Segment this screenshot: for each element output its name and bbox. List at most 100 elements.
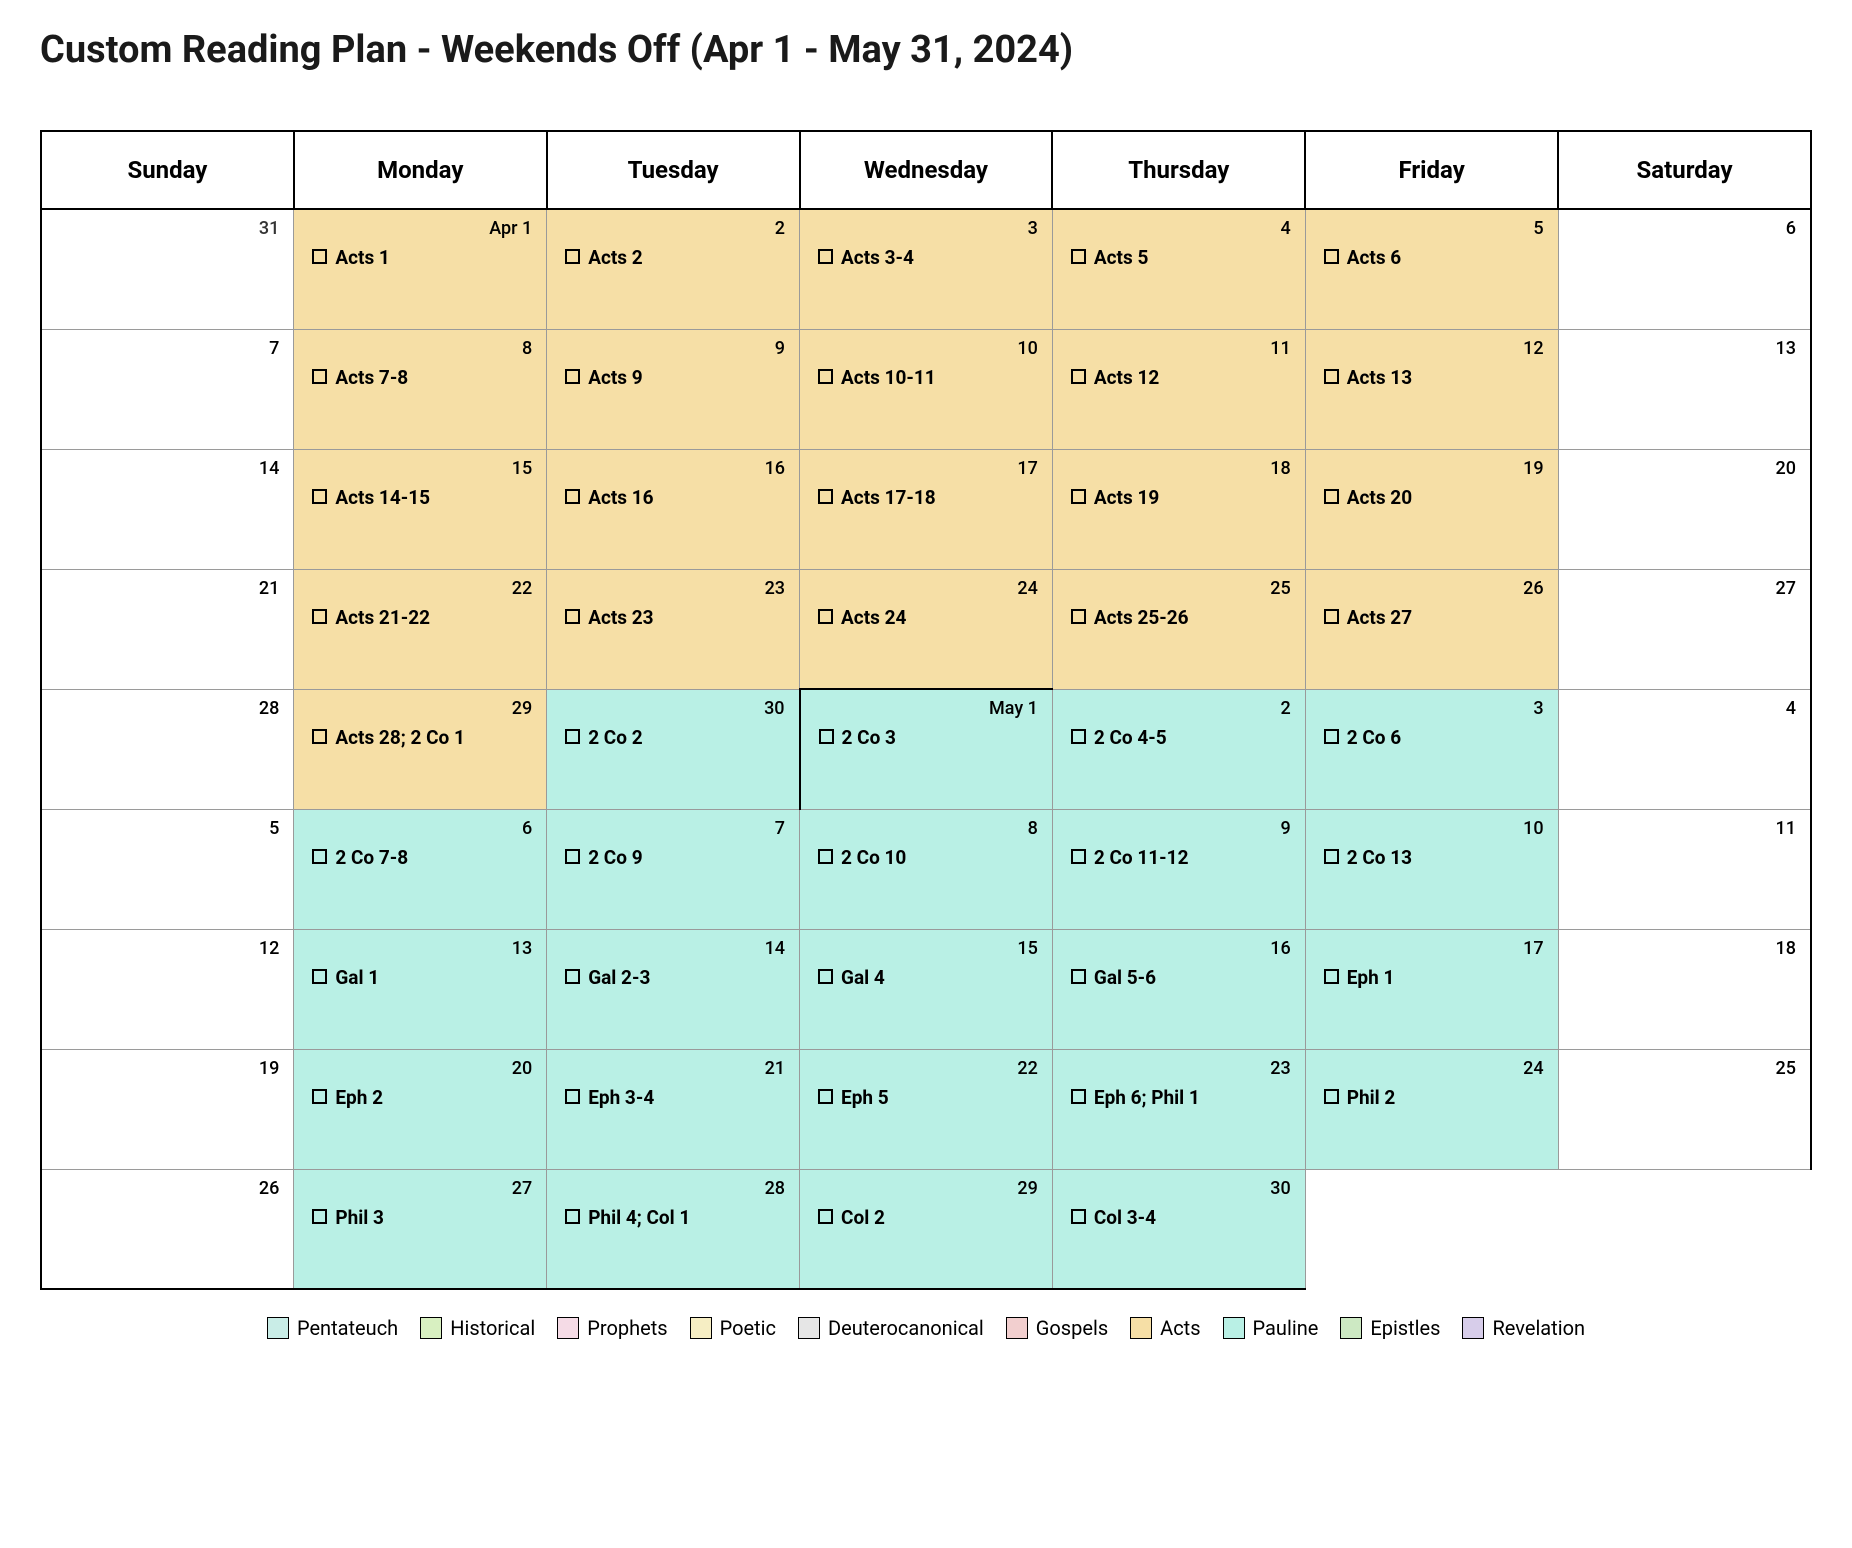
- calendar-day-cell: 32 Co 6: [1305, 689, 1558, 809]
- legend-swatch: [1006, 1317, 1028, 1339]
- day-number: 6: [294, 810, 546, 841]
- legend-item: Pentateuch: [267, 1316, 398, 1340]
- reading-checkbox[interactable]: [818, 1089, 833, 1104]
- reading-checkbox[interactable]: [818, 249, 833, 264]
- reading-checkbox[interactable]: [312, 729, 327, 744]
- reading-entry: Acts 12: [1053, 361, 1305, 399]
- reading-text: Acts 16: [588, 485, 789, 511]
- reading-checkbox[interactable]: [818, 369, 833, 384]
- reading-checkbox[interactable]: [1071, 729, 1086, 744]
- calendar-day-cell: 27Phil 3: [294, 1169, 547, 1289]
- reading-checkbox[interactable]: [818, 609, 833, 624]
- reading-entry: Gal 5-6: [1053, 961, 1305, 999]
- legend-swatch: [798, 1317, 820, 1339]
- reading-checkbox[interactable]: [312, 489, 327, 504]
- reading-checkbox[interactable]: [1071, 249, 1086, 264]
- reading-text: Acts 27: [1347, 605, 1548, 631]
- legend: PentateuchHistoricalProphetsPoeticDeuter…: [40, 1316, 1812, 1340]
- reading-checkbox[interactable]: [565, 849, 580, 864]
- calendar-day-cell: 92 Co 11-12: [1052, 809, 1305, 929]
- day-header-sunday: Sunday: [41, 131, 294, 209]
- calendar-day-cell: 22 Co 4-5: [1052, 689, 1305, 809]
- reading-checkbox[interactable]: [565, 1089, 580, 1104]
- legend-swatch: [267, 1317, 289, 1339]
- reading-checkbox[interactable]: [312, 609, 327, 624]
- reading-entry: Acts 20: [1306, 481, 1558, 519]
- day-number: 4: [1053, 210, 1305, 241]
- reading-checkbox[interactable]: [1071, 369, 1086, 384]
- day-number: Apr 1: [294, 210, 546, 241]
- reading-checkbox[interactable]: [1071, 609, 1086, 624]
- reading-checkbox[interactable]: [1324, 249, 1339, 264]
- reading-checkbox[interactable]: [819, 729, 834, 744]
- reading-text: Col 2: [841, 1205, 1042, 1231]
- legend-swatch: [557, 1317, 579, 1339]
- reading-checkbox[interactable]: [312, 969, 327, 984]
- calendar-day-cell: 26Acts 27: [1305, 569, 1558, 689]
- reading-checkbox[interactable]: [565, 729, 580, 744]
- reading-checkbox[interactable]: [565, 609, 580, 624]
- reading-text: Eph 5: [841, 1085, 1042, 1111]
- reading-checkbox[interactable]: [312, 1209, 327, 1224]
- day-number: 28: [42, 690, 293, 721]
- calendar-week-row: 1213Gal 114Gal 2-315Gal 416Gal 5-617Eph …: [41, 929, 1811, 1049]
- reading-entry: Eph 1: [1306, 961, 1558, 999]
- reading-checkbox[interactable]: [1324, 609, 1339, 624]
- reading-checkbox[interactable]: [1324, 849, 1339, 864]
- legend-label: Acts: [1160, 1316, 1200, 1340]
- reading-checkbox[interactable]: [1324, 369, 1339, 384]
- reading-entry: Eph 3-4: [547, 1081, 799, 1119]
- reading-checkbox[interactable]: [565, 249, 580, 264]
- reading-checkbox[interactable]: [312, 369, 327, 384]
- reading-checkbox[interactable]: [1324, 969, 1339, 984]
- day-number: 15: [294, 450, 546, 481]
- reading-checkbox[interactable]: [818, 849, 833, 864]
- legend-swatch: [420, 1317, 442, 1339]
- day-number: 16: [547, 450, 799, 481]
- reading-checkbox[interactable]: [1324, 1089, 1339, 1104]
- day-number: 18: [1559, 930, 1810, 961]
- reading-text: Gal 5-6: [1094, 965, 1295, 991]
- reading-checkbox[interactable]: [565, 1209, 580, 1224]
- calendar-day-cell: 28: [41, 689, 294, 809]
- reading-checkbox[interactable]: [565, 489, 580, 504]
- day-number: 18: [1053, 450, 1305, 481]
- reading-checkbox[interactable]: [818, 489, 833, 504]
- day-number: 8: [800, 810, 1052, 841]
- reading-checkbox[interactable]: [312, 1089, 327, 1104]
- reading-text: Acts 10-11: [841, 365, 1042, 391]
- reading-entry: 2 Co 13: [1306, 841, 1558, 879]
- reading-text: Eph 6; Phil 1: [1094, 1085, 1295, 1111]
- reading-checkbox[interactable]: [818, 1209, 833, 1224]
- reading-checkbox[interactable]: [1071, 969, 1086, 984]
- reading-checkbox[interactable]: [312, 249, 327, 264]
- reading-checkbox[interactable]: [1071, 1089, 1086, 1104]
- calendar-day-cell: 13: [1558, 329, 1811, 449]
- reading-checkbox[interactable]: [312, 849, 327, 864]
- reading-checkbox[interactable]: [1071, 1209, 1086, 1224]
- reading-entry: 2 Co 7-8: [294, 841, 546, 879]
- legend-item: Revelation: [1462, 1316, 1585, 1340]
- reading-checkbox[interactable]: [565, 969, 580, 984]
- day-number: 7: [42, 330, 293, 361]
- calendar-week-row: 2829Acts 28; 2 Co 1302 Co 2May 12 Co 322…: [41, 689, 1811, 809]
- calendar-day-cell: 17Eph 1: [1305, 929, 1558, 1049]
- reading-text: 2 Co 9: [588, 845, 789, 871]
- reading-checkbox[interactable]: [1324, 729, 1339, 744]
- day-number: 25: [1053, 570, 1305, 601]
- reading-text: 2 Co 6: [1347, 725, 1548, 751]
- reading-text: Acts 7-8: [335, 365, 536, 391]
- reading-entry: Acts 10-11: [800, 361, 1052, 399]
- reading-entry: Acts 6: [1306, 241, 1558, 279]
- calendar-week-row: 1415Acts 14-1516Acts 1617Acts 17-1818Act…: [41, 449, 1811, 569]
- legend-item: Epistles: [1340, 1316, 1440, 1340]
- calendar-day-cell: [1305, 1169, 1558, 1289]
- day-number: 9: [547, 330, 799, 361]
- calendar-day-cell: 21Eph 3-4: [547, 1049, 800, 1169]
- reading-checkbox[interactable]: [1071, 489, 1086, 504]
- reading-checkbox[interactable]: [818, 969, 833, 984]
- calendar-day-cell: 11: [1558, 809, 1811, 929]
- reading-checkbox[interactable]: [1071, 849, 1086, 864]
- reading-checkbox[interactable]: [565, 369, 580, 384]
- reading-checkbox[interactable]: [1324, 489, 1339, 504]
